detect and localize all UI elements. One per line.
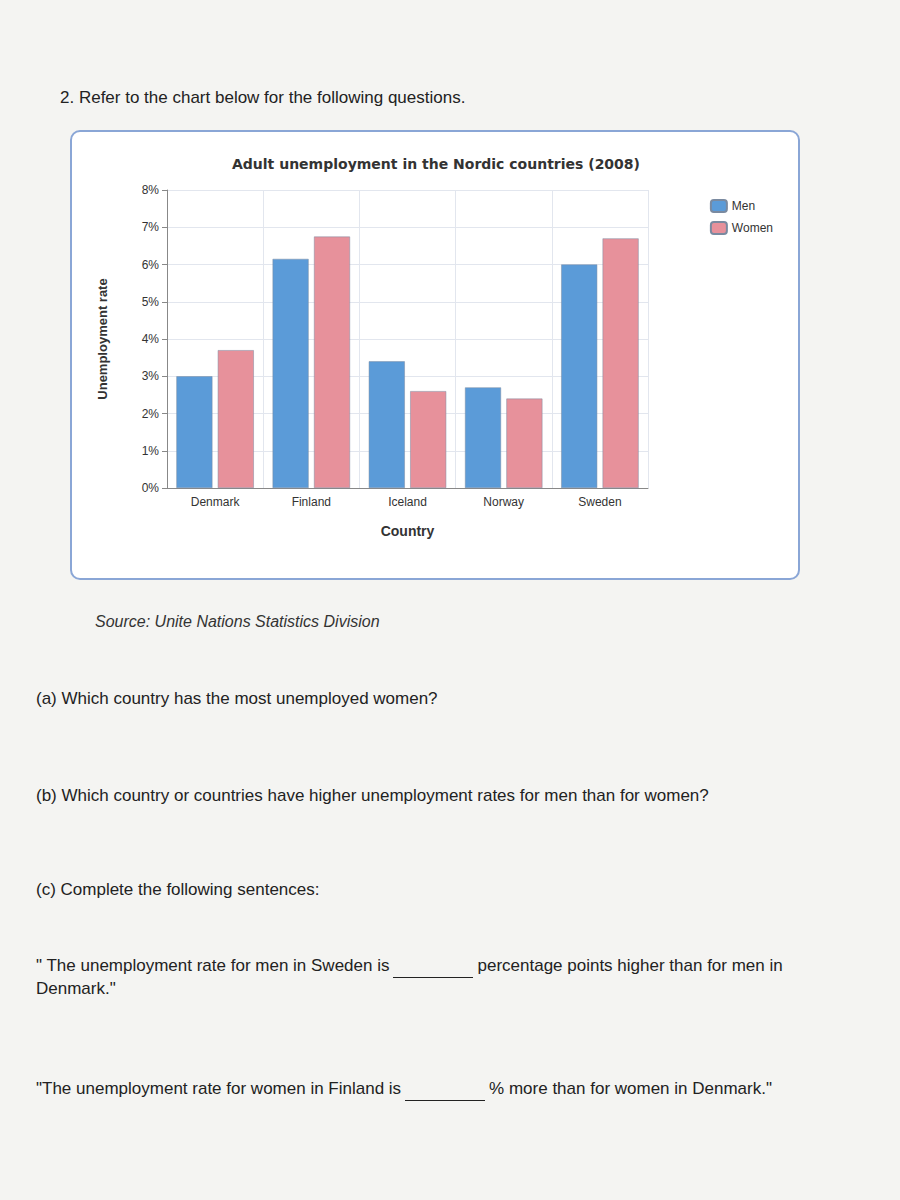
svg-text:Sweden: Sweden [578,495,621,509]
html-text:(a) Which country has the most: (a) Which country has the most unemploye… [36,689,438,708]
svg-text:6%: 6% [142,258,160,272]
svg-text:Adult unemployment in the Nord: Adult unemployment in the Nordic countri… [232,156,640,172]
html-text:percentage points higher than: percentage points higher than for men in… [36,956,783,998]
html-text:(c) Complete the following sen: (c) Complete the following sentences: [36,880,320,899]
svg-text:2%: 2% [142,407,160,421]
svg-text:4%: 4% [142,332,160,346]
svg-text:5%: 5% [142,295,160,309]
svg-text:3%: 3% [142,369,160,383]
html-text:2. Refer to the chart below fo: 2. Refer to the chart below for the foll… [60,88,466,107]
svg-text:8%: 8% [142,183,160,197]
html-text:" The unemployment rate for me: " The unemployment rate for men in Swede… [36,956,390,975]
svg-text:Denmark: Denmark [191,495,241,509]
svg-text:Finland: Finland [292,495,331,509]
svg-text:Norway: Norway [483,495,524,509]
svg-text:Country: Country [381,523,435,539]
svg-text:0%: 0% [142,481,160,495]
svg-text:7%: 7% [142,220,160,234]
svg-text:1%: 1% [142,444,160,458]
html-text:Source: Unite Nations Statisti: Source: Unite Nations Statistics Divisio… [95,613,380,630]
svg-text:Men: Men [732,199,755,213]
svg-text:Unemployment rate: Unemployment rate [95,278,110,399]
html-text:(b) Which country or countries: (b) Which country or countries have high… [36,786,709,805]
svg-text:Iceland: Iceland [388,495,427,509]
svg-text:Women: Women [732,221,773,235]
html-text:"The unemployment rate for wom: "The unemployment rate for women in Finl… [36,1079,402,1098]
html-text:% more than for women in Denma: % more than for women in Denmark." [489,1079,772,1098]
